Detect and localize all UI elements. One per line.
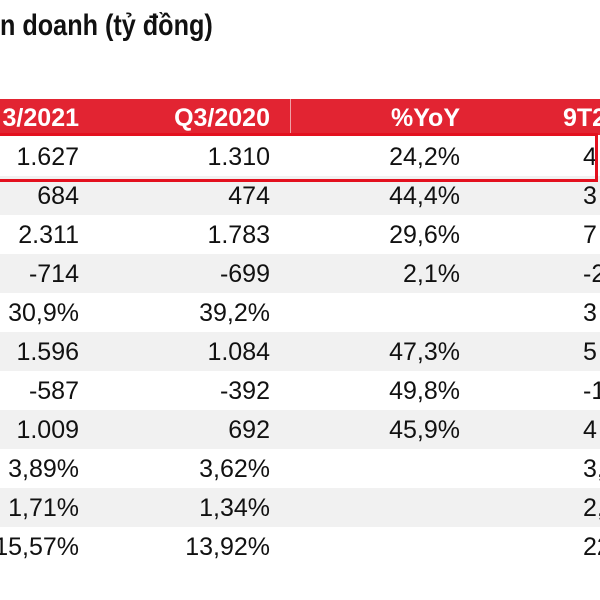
cell-q3-2020: 13,92% [185,533,270,561]
cell-q3-2021: 1.596 [16,338,79,366]
cell-q3-2021: 30,9% [8,299,79,327]
table-row: -587 -392 49,8% -1 [0,371,600,410]
header-yoy: %YoY [391,104,460,132]
cell-q3-2020: 39,2% [199,299,270,327]
cell-yoy: 49,8% [389,377,460,405]
cell-yoy: 29,6% [389,221,460,249]
cell-9t: 3 [583,299,597,327]
cell-q3-2020: 474 [228,182,270,210]
table-row: 2.311 1.783 29,6% 7 [0,215,600,254]
header-9t: 9T2 [563,104,600,132]
table-title: n doanh (tỷ đồng) [0,9,213,42]
cell-yoy: 24,2% [389,143,460,171]
cell-9t: 4 [583,143,597,171]
cell-q3-2021: 1.009 [16,416,79,444]
highlight-box [0,133,598,182]
cell-q3-2021: 1.627 [16,143,79,171]
cell-q3-2020: 692 [228,416,270,444]
cell-9t: 2, [583,494,600,522]
cell-q3-2020: 3,62% [199,455,270,483]
cell-q3-2020: 1.783 [207,221,270,249]
table-row: 1.627 1.310 24,2% 4 [0,137,600,176]
cell-q3-2021: 3,89% [8,455,79,483]
header-q3-2021: 3/2021 [2,104,79,132]
header-q3-2020: Q3/2020 [174,104,270,132]
cell-yoy: 47,3% [389,338,460,366]
table-row: 30,9% 39,2% 3 [0,293,600,332]
cell-q3-2020: -392 [219,377,270,405]
cell-9t: 5 [583,338,597,366]
cell-9t: 7 [583,221,597,249]
table-row: 1.596 1.084 47,3% 5 [0,332,600,371]
cell-q3-2020: -699 [219,260,270,288]
table-row: 3,89% 3,62% 3, [0,449,600,488]
cell-yoy: 2,1% [403,260,460,288]
header-divider [290,99,291,135]
cell-9t: 4 [583,416,597,444]
cell-9t: -1 [583,377,600,405]
cell-9t: 3, [583,455,600,483]
cell-q3-2021: 15,57% [0,533,79,561]
cell-q3-2021: 684 [37,182,79,210]
table-row: 15,57% 13,92% 22, [0,527,600,566]
cell-yoy: 44,4% [389,182,460,210]
table-header-row: 3/2021 Q3/2020 %YoY 9T2 [0,99,600,135]
cell-yoy: 45,9% [389,416,460,444]
cell-q3-2020: 1.310 [207,143,270,171]
table-row: -714 -699 2,1% -2 [0,254,600,293]
cell-q3-2020: 1,34% [199,494,270,522]
table-row: 684 474 44,4% 3 [0,176,600,215]
cell-9t: -2 [583,260,600,288]
cell-9t: 3 [583,182,597,210]
cell-q3-2021: 1,71% [8,494,79,522]
table-row: 1.009 692 45,9% 4 [0,410,600,449]
cell-q3-2021: -587 [28,377,79,405]
cell-q3-2021: -714 [28,260,79,288]
table-row: 1,71% 1,34% 2, [0,488,600,527]
cell-q3-2020: 1.084 [207,338,270,366]
cell-9t: 22, [583,533,600,561]
cell-q3-2021: 2.311 [18,221,79,249]
